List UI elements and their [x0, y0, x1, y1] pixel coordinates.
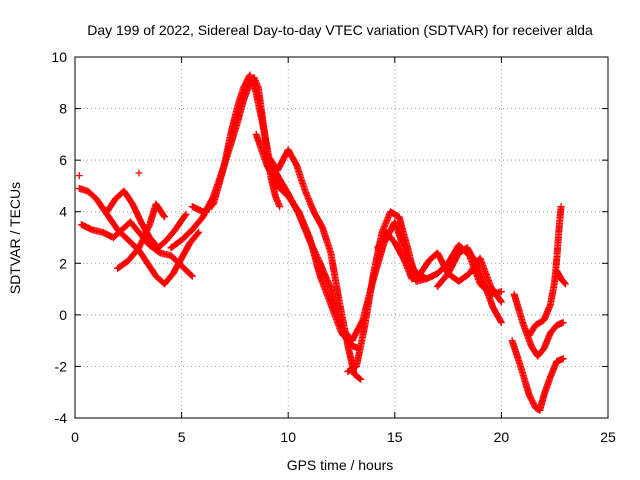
y-tick-label: 4	[59, 204, 67, 220]
series-sat-n	[525, 203, 565, 339]
y-tick-label: 8	[59, 101, 67, 117]
series-sat-f	[188, 71, 365, 383]
series-sat-d	[114, 200, 168, 272]
series-sat-o	[553, 267, 569, 288]
y-tick-label: 2	[59, 255, 67, 271]
y-tick-label: 0	[59, 307, 67, 323]
series-sat-k	[433, 244, 505, 327]
series-markers	[188, 71, 365, 383]
grid-lines	[75, 57, 608, 418]
series-sat-l	[508, 337, 567, 414]
series-sat-m	[510, 290, 567, 360]
x-tick-label: 5	[178, 429, 186, 445]
series-markers	[553, 267, 569, 288]
x-tick-label: 25	[600, 429, 616, 445]
y-tick-label: -4	[55, 410, 68, 426]
axis-ticks	[74, 56, 609, 419]
series-markers	[433, 244, 505, 327]
x-tick-label: 15	[387, 429, 403, 445]
data-markers	[75, 71, 569, 414]
x-tick-label: 10	[280, 429, 296, 445]
y-tick-labels: -4 -2 0 2 4 6 8 10	[51, 49, 67, 426]
x-tick-labels: 0 5 10 15 20 25	[71, 429, 616, 445]
x-tick-label: 0	[71, 429, 79, 445]
series-markers	[525, 203, 565, 339]
series-isolated	[75, 169, 213, 213]
y-axis-label: SDTVAR / TECUs	[7, 182, 23, 294]
x-tick-label: 20	[494, 429, 510, 445]
series-markers	[374, 228, 505, 306]
plot-frame	[74, 56, 609, 419]
y-tick-label: 6	[59, 152, 67, 168]
y-tick-label: 10	[51, 49, 67, 65]
series-markers	[508, 337, 567, 414]
series-markers	[114, 200, 168, 272]
series-sat-j	[374, 228, 505, 306]
series-markers	[75, 169, 213, 213]
chart-title: Day 199 of 2022, Sidereal Day-to-day VTE…	[87, 22, 593, 38]
series-markers	[510, 290, 567, 360]
x-axis-label: GPS time / hours	[287, 457, 394, 473]
y-tick-label: -2	[55, 358, 68, 374]
